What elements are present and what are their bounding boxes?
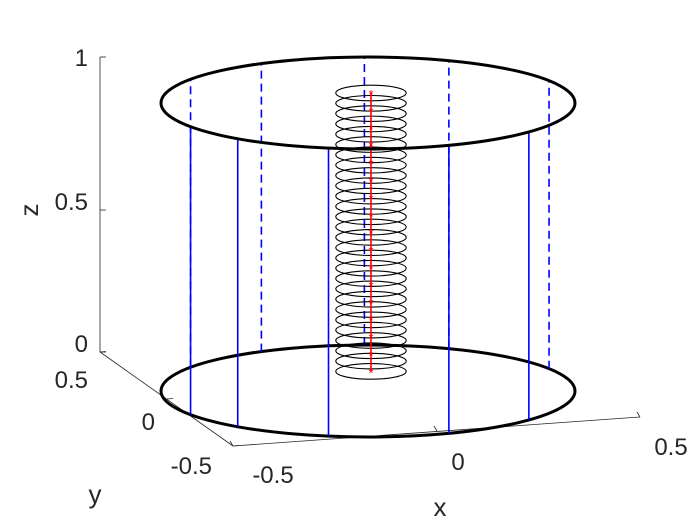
cylinder-top	[159, 55, 577, 151]
y-tick-label: 0.5	[55, 367, 88, 394]
star-marker: *	[368, 365, 373, 380]
star-marker: *	[368, 244, 373, 259]
y-tick-label: -0.5	[171, 453, 212, 480]
star-marker: *	[368, 174, 373, 189]
star-marker: *	[368, 122, 373, 137]
y-tick-mark	[166, 398, 174, 400]
vertical-lines	[189, 57, 550, 437]
x-axis-label: x	[434, 492, 447, 522]
tick-labels: 0 0.5 1 -0.5 0 0.5 -0.5 0 0.5	[55, 45, 688, 489]
star-marker: *	[368, 157, 373, 172]
z-axis-label: z	[14, 204, 44, 217]
axis-markers: * * * * * * * * * * * * * * * * *	[368, 87, 373, 380]
x-tick-label: -0.5	[252, 462, 293, 489]
cylinder-bottom	[159, 343, 577, 439]
star-marker: *	[368, 139, 373, 154]
star-marker: *	[368, 261, 373, 276]
z-tick-label: 1	[75, 45, 88, 72]
star-marker: *	[368, 87, 373, 102]
x-tick-label: 0.5	[654, 434, 687, 461]
z-tick-label: 0.5	[55, 189, 88, 216]
y-axis-line	[99, 351, 234, 447]
x-tick-mark	[229, 440, 234, 447]
x-axis-line	[232, 416, 641, 447]
star-marker: *	[368, 313, 373, 328]
y-tick-mark	[232, 445, 240, 447]
star-marker: *	[368, 191, 373, 206]
star-marker: *	[368, 331, 373, 346]
y-axis-label: y	[89, 479, 102, 509]
x-tick-mark	[636, 411, 641, 418]
y-tick-label: 0	[142, 409, 155, 436]
star-marker: *	[368, 104, 373, 119]
z-tick-label: 0	[75, 331, 88, 358]
star-marker: *	[368, 226, 373, 241]
x-tick-mark	[433, 425, 438, 432]
star-marker: *	[368, 296, 373, 311]
star-marker: *	[368, 278, 373, 293]
star-marker: *	[368, 209, 373, 224]
top-rim	[159, 55, 577, 151]
axes-frame	[99, 56, 641, 447]
x-tick-label: 0	[451, 449, 464, 476]
star-marker: *	[368, 348, 373, 363]
bottom-rim	[159, 343, 577, 439]
y-tick-mark	[99, 351, 107, 353]
